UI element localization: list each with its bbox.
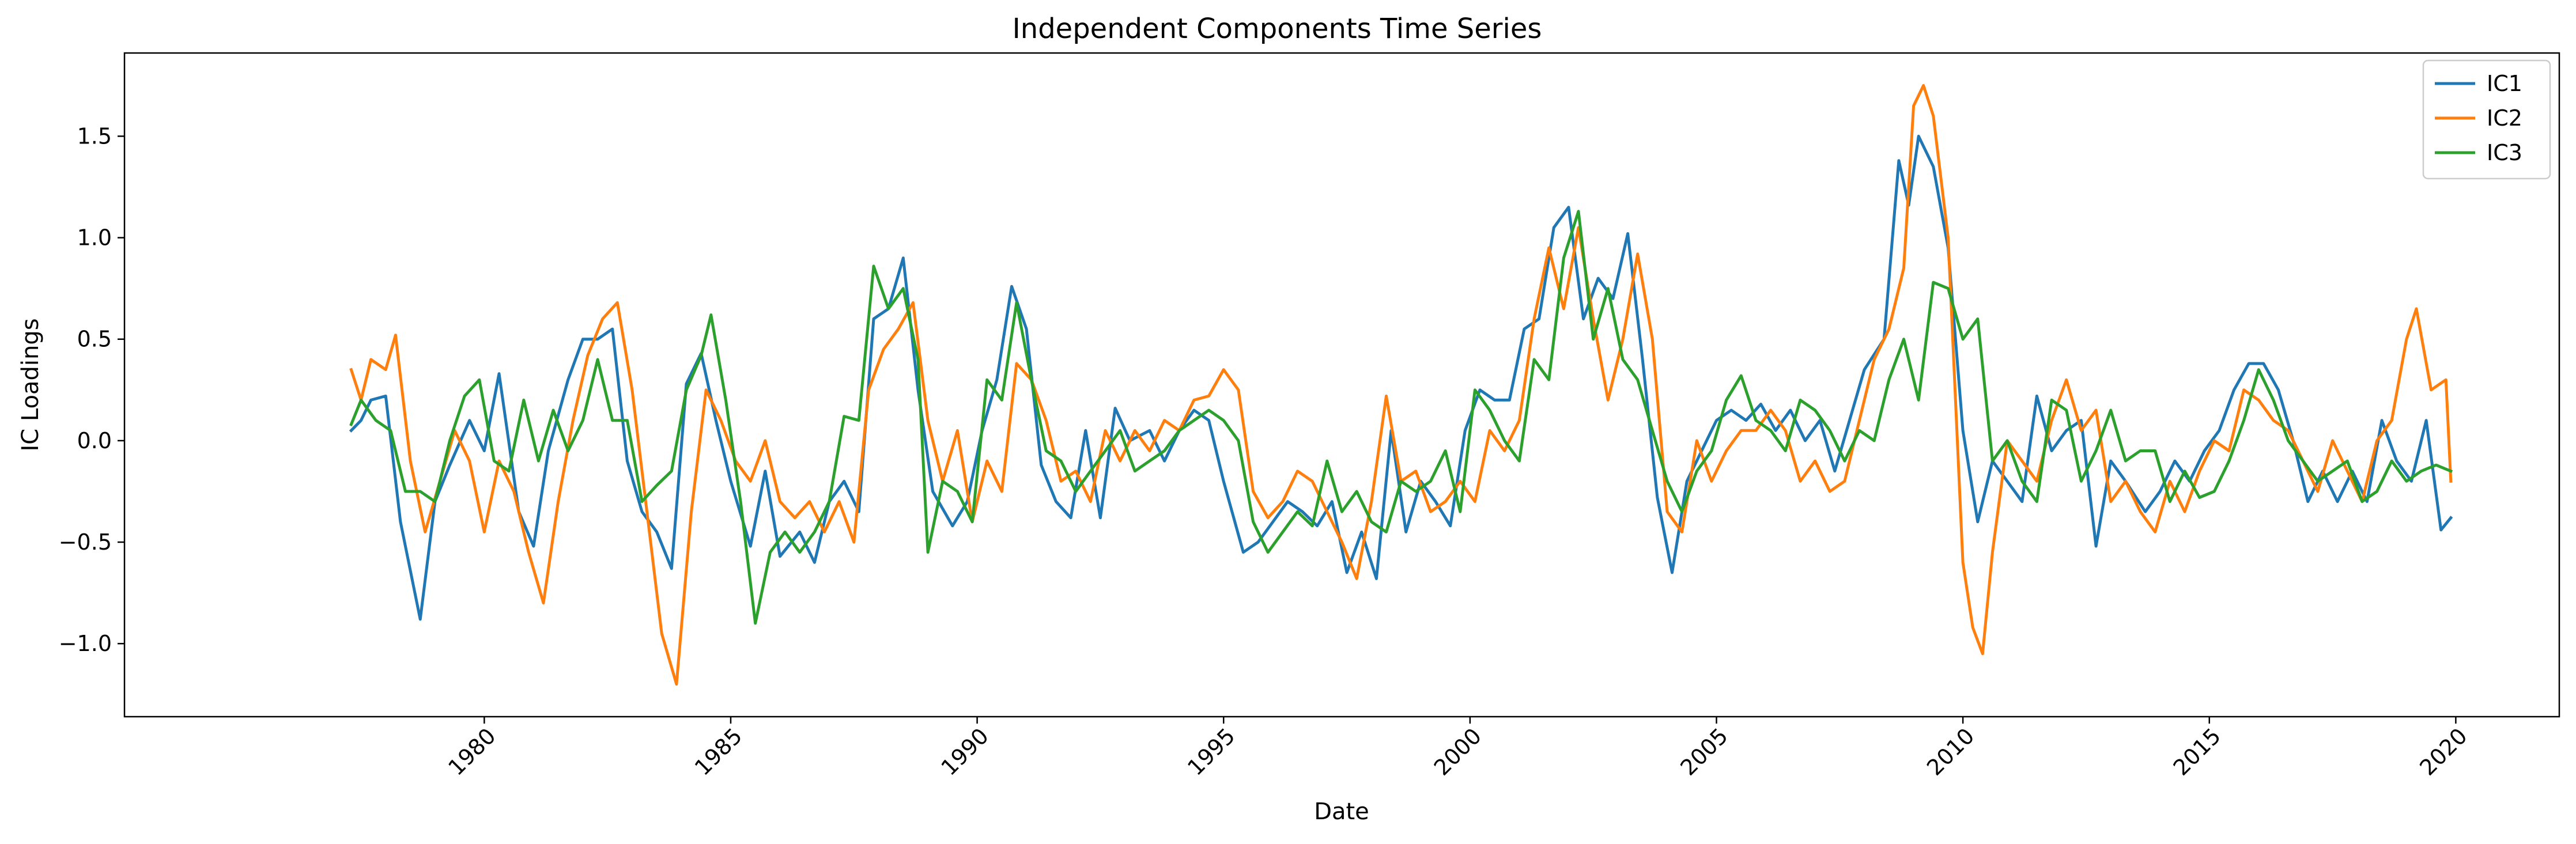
x-axis-label: Date [1314, 798, 1369, 825]
legend-label-ic1: IC1 [2487, 71, 2522, 96]
y-tick-label: 0.0 [77, 428, 112, 453]
series-line-ic1 [349, 134, 2453, 621]
x-tick-label: 1980 [443, 723, 501, 781]
y-axis-label: IC Loadings [17, 318, 44, 451]
legend-label-ic2: IC2 [2487, 105, 2522, 131]
legend-label-ic3: IC3 [2487, 140, 2522, 165]
series-layer [349, 84, 2453, 686]
plot-frame [123, 52, 2560, 718]
y-tick-label: −0.5 [59, 529, 112, 555]
x-tick-label: 1995 [1183, 723, 1240, 781]
series-line-ic3 [349, 210, 2453, 625]
x-tick-label: 2020 [2415, 723, 2472, 781]
y-tick-label: 1.0 [77, 225, 112, 251]
x-axis: 1980 1985 1990 1995 2000 2005 2010 2015 2020 [443, 717, 2472, 781]
x-tick-label: 2005 [1675, 723, 1733, 781]
x-tick-label: 2015 [2169, 723, 2226, 781]
plot-area [349, 84, 2453, 686]
y-tick-label: 0.5 [77, 327, 112, 352]
legend-box [2422, 59, 2551, 180]
legend: IC1 IC2 IC3 [2422, 59, 2551, 180]
x-tick-label: 2010 [1922, 723, 1980, 781]
series-line-ic2 [349, 84, 2453, 686]
x-tick-label: 1985 [690, 723, 747, 781]
x-tick-label: 2000 [1429, 723, 1487, 781]
y-tick-label: 1.5 [77, 123, 112, 149]
chart-title: Independent Components Time Series [1013, 13, 1542, 45]
y-axis: −1.0 −0.5 0.0 0.5 1.0 1.5 [59, 123, 124, 656]
x-tick-label: 1990 [936, 723, 994, 781]
y-tick-label: −1.0 [59, 631, 112, 656]
